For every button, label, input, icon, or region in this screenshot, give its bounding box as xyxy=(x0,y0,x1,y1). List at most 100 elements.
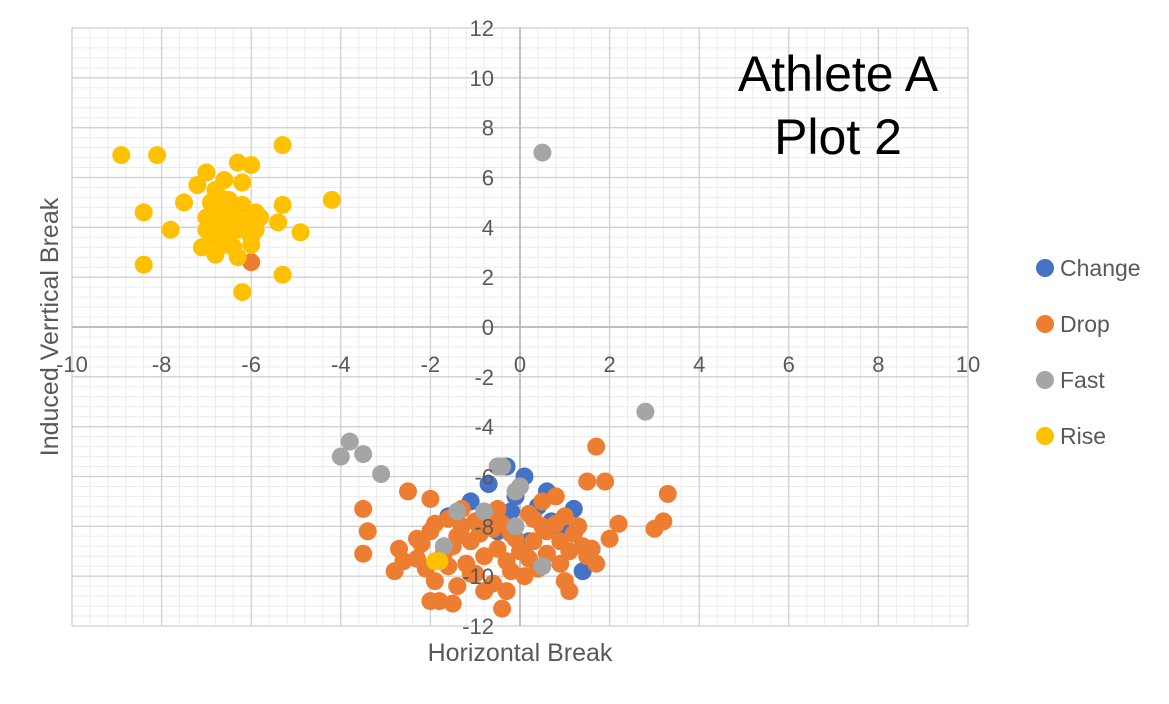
y-tick-label: 8 xyxy=(482,116,494,141)
tick-labels: -10 -8 -6 -4 -2 0 2 4 6 8 10 -12 -10 -8 -6 -4 -2 0 2 4 6 8 10 1… xyxy=(56,16,980,639)
point-rise xyxy=(430,552,449,571)
x-tick-label: 8 xyxy=(872,352,884,377)
y-axis-label: Induced Verrtical Break xyxy=(36,197,64,456)
point-drop xyxy=(475,547,494,566)
point-rise xyxy=(188,176,207,194)
data-points xyxy=(112,136,677,618)
point-drop xyxy=(425,572,444,591)
point-rise xyxy=(228,215,247,234)
legend-marker-change xyxy=(1036,259,1054,277)
point-drop xyxy=(493,599,512,618)
point-drop xyxy=(587,554,606,573)
point-rise xyxy=(201,228,220,247)
point-drop xyxy=(358,522,377,541)
point-fast xyxy=(372,465,391,483)
point-drop xyxy=(452,517,471,536)
point-fast xyxy=(354,445,373,464)
point-drop xyxy=(658,484,677,503)
point-rise xyxy=(242,235,261,254)
legend-marker-rise xyxy=(1036,427,1054,445)
point-drop xyxy=(551,554,570,573)
legend-label-rise: Rise xyxy=(1060,423,1106,449)
point-drop xyxy=(546,514,565,533)
point-rise xyxy=(273,136,292,155)
point-rise xyxy=(291,223,310,242)
point-drop xyxy=(578,472,597,491)
x-tick-label: 4 xyxy=(693,352,705,377)
x-tick-label: 2 xyxy=(603,352,615,377)
point-drop xyxy=(600,529,619,548)
point-drop xyxy=(515,567,534,586)
legend-label-drop: Drop xyxy=(1060,311,1110,337)
point-rise xyxy=(273,265,292,284)
point-drop xyxy=(354,544,373,563)
x-tick-label: 10 xyxy=(956,352,980,377)
y-tick-label: -12 xyxy=(462,614,494,639)
x-axis-label: Horizontal Break xyxy=(428,639,613,667)
point-rise xyxy=(242,156,261,174)
point-rise xyxy=(228,248,247,267)
point-drop xyxy=(560,582,579,601)
point-change xyxy=(573,562,592,581)
point-rise xyxy=(215,228,234,247)
point-drop xyxy=(596,472,615,491)
point-rise xyxy=(112,146,131,165)
point-rise xyxy=(175,193,193,212)
x-tick-label: 6 xyxy=(783,352,795,377)
point-drop xyxy=(488,539,507,558)
point-rise xyxy=(269,213,288,232)
point-drop xyxy=(506,529,525,548)
point-drop xyxy=(488,499,507,518)
point-drop xyxy=(524,509,543,528)
point-drop xyxy=(524,532,543,551)
y-tick-label: -4 xyxy=(474,415,494,440)
legend: Change Drop Fast Rise xyxy=(1036,255,1141,449)
point-fast xyxy=(493,457,512,476)
point-fast xyxy=(533,557,552,576)
point-fast xyxy=(448,502,467,521)
point-fast xyxy=(340,432,359,451)
point-fast xyxy=(506,517,525,536)
y-tick-label: 0 xyxy=(482,315,494,340)
y-tick-label: -10 xyxy=(462,564,494,589)
point-fast xyxy=(506,482,525,501)
point-rise xyxy=(148,146,167,165)
point-drop xyxy=(502,562,520,581)
x-tick-label: -6 xyxy=(241,352,261,377)
legend-label-change: Change xyxy=(1060,255,1141,281)
point-drop xyxy=(484,574,503,593)
point-drop xyxy=(466,564,485,583)
point-fast xyxy=(331,447,350,466)
y-tick-label: -6 xyxy=(474,465,494,490)
point-rise xyxy=(228,153,247,172)
point-change xyxy=(502,502,520,521)
point-drop xyxy=(533,492,552,511)
point-drop xyxy=(448,577,467,596)
point-drop xyxy=(443,594,462,613)
point-drop xyxy=(560,542,579,561)
point-drop xyxy=(493,514,512,533)
point-rise xyxy=(219,198,238,217)
point-drop xyxy=(408,529,426,548)
point-drop xyxy=(582,539,601,558)
x-tick-label: -8 xyxy=(152,352,172,377)
point-rise xyxy=(233,173,252,192)
point-drop xyxy=(654,512,673,531)
y-tick-label: 4 xyxy=(482,215,494,240)
point-rise xyxy=(322,190,341,209)
legend-marker-drop xyxy=(1036,315,1054,333)
point-fast xyxy=(434,537,453,556)
x-tick-label: 0 xyxy=(514,352,526,377)
point-drop xyxy=(399,482,417,501)
point-drop xyxy=(354,499,373,518)
point-drop xyxy=(564,524,583,543)
point-drop xyxy=(470,524,489,543)
y-tick-label: 10 xyxy=(470,66,494,91)
y-tick-label: 2 xyxy=(482,265,494,290)
x-tick-label: -2 xyxy=(421,352,441,377)
y-tick-label: -2 xyxy=(474,365,494,390)
legend-marker-fast xyxy=(1036,371,1054,389)
point-fast xyxy=(636,402,655,421)
legend-label-fast: Fast xyxy=(1060,367,1105,393)
point-drop xyxy=(587,437,606,456)
